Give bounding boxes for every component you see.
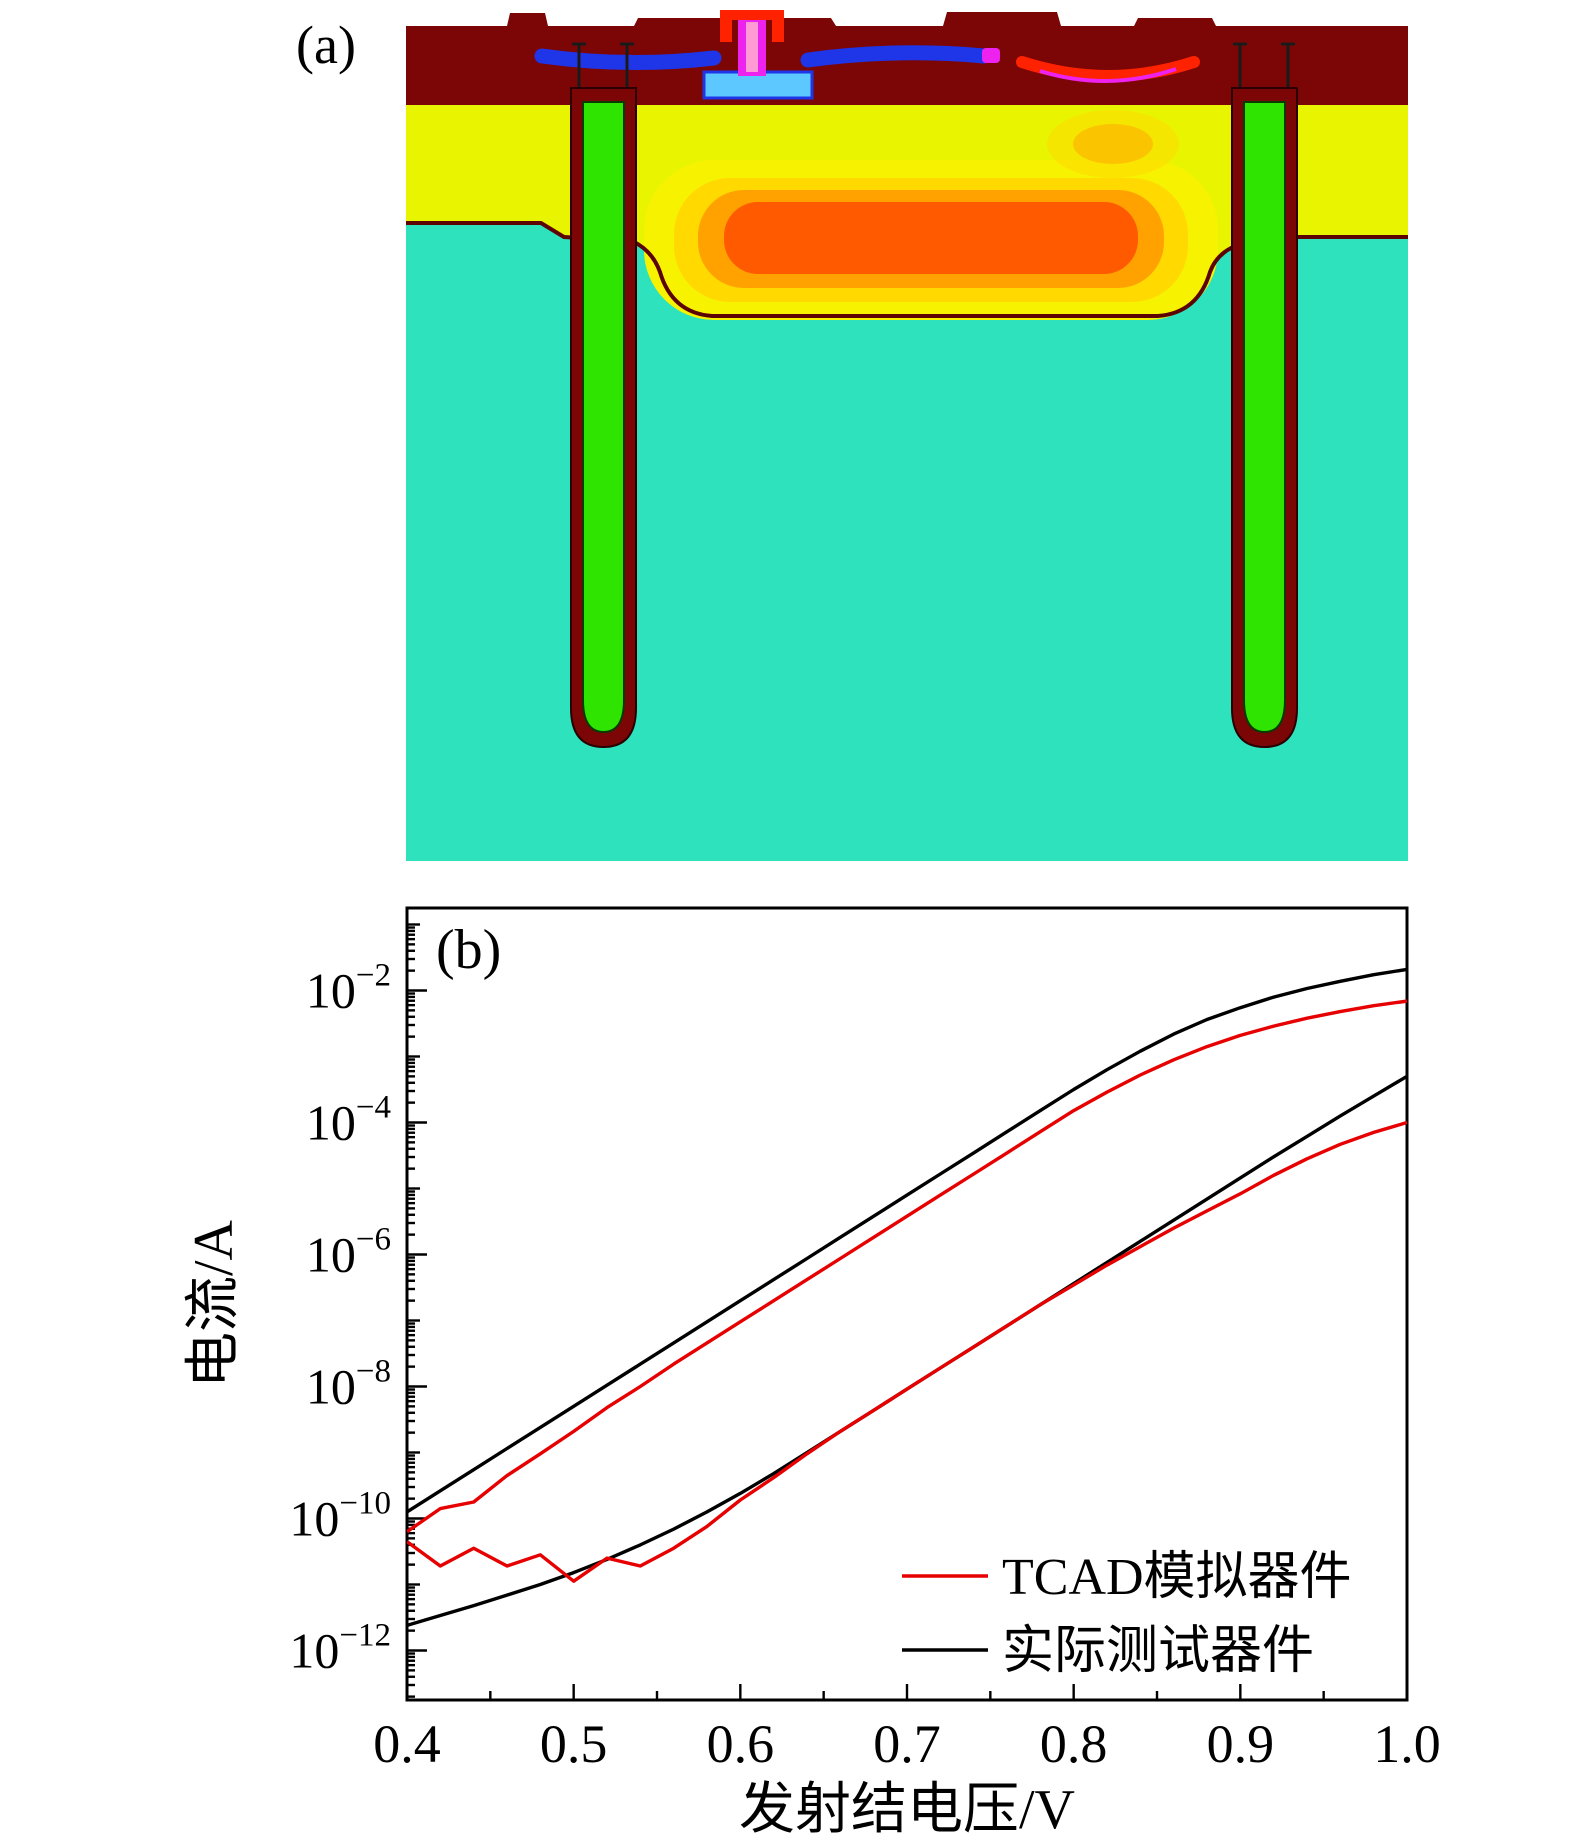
y-tick-label: 10−4 bbox=[306, 1090, 391, 1151]
x-tick-label: 0.9 bbox=[1207, 1714, 1275, 1774]
emitter-pedestal bbox=[702, 70, 814, 100]
x-tick-label: 0.5 bbox=[540, 1714, 608, 1774]
curve-tcad-lower-curve bbox=[407, 1120, 1407, 1583]
x-tick-label: 0.6 bbox=[707, 1714, 775, 1774]
x-tick-label: 0.8 bbox=[1040, 1714, 1108, 1774]
y-tick-label: 10−8 bbox=[306, 1354, 391, 1415]
y-tick-label: 10−10 bbox=[289, 1486, 391, 1547]
metal-tip-magenta bbox=[982, 48, 1000, 63]
y-axis-label: 电流/A bbox=[183, 1219, 245, 1388]
y-tick-label: 10−12 bbox=[289, 1618, 391, 1679]
deep-trench-left bbox=[570, 87, 637, 749]
axis-ticks bbox=[405, 923, 1409, 1700]
curve-measured-upper-curve bbox=[407, 967, 1407, 1514]
x-tick-label: 1.0 bbox=[1373, 1714, 1441, 1774]
y-axis-ticks: 10−2 10−4 10−6 10−8 10−10 10−12 bbox=[289, 958, 391, 1679]
curve-tcad-upper-curve bbox=[407, 999, 1407, 1534]
panel-a-label: (a) bbox=[296, 15, 356, 75]
x-axis-label: 发射结电压/V bbox=[739, 1779, 1075, 1841]
collector-sinker-glow bbox=[1047, 110, 1179, 178]
collector-contact bbox=[1016, 56, 1200, 83]
y-tick-label: 10−6 bbox=[306, 1222, 391, 1283]
x-tick-label: 0.7 bbox=[873, 1714, 941, 1774]
curve-measured-lower-curve bbox=[407, 1074, 1407, 1628]
deep-trench-right bbox=[1231, 87, 1298, 749]
legend-label: 实际测试器件 bbox=[1002, 1623, 1314, 1680]
emitter-structure bbox=[702, 10, 814, 100]
curves bbox=[407, 967, 1407, 1628]
device-cross-section bbox=[406, 10, 1408, 861]
emitter-cap bbox=[720, 10, 784, 42]
x-tick-label: 0.4 bbox=[373, 1714, 441, 1774]
y-tick-label: 10−2 bbox=[306, 958, 391, 1019]
buried-layer bbox=[644, 160, 1218, 320]
x-axis-ticks: 0.4 0.5 0.6 0.7 0.8 0.9 1.0 bbox=[373, 1714, 1441, 1774]
junction-line bbox=[406, 221, 1408, 318]
legend-label: TCAD模拟器件 bbox=[1002, 1549, 1352, 1606]
metal-line-right bbox=[800, 45, 992, 68]
emitter-core bbox=[746, 22, 758, 72]
panel-b-label: (b) bbox=[436, 919, 502, 981]
